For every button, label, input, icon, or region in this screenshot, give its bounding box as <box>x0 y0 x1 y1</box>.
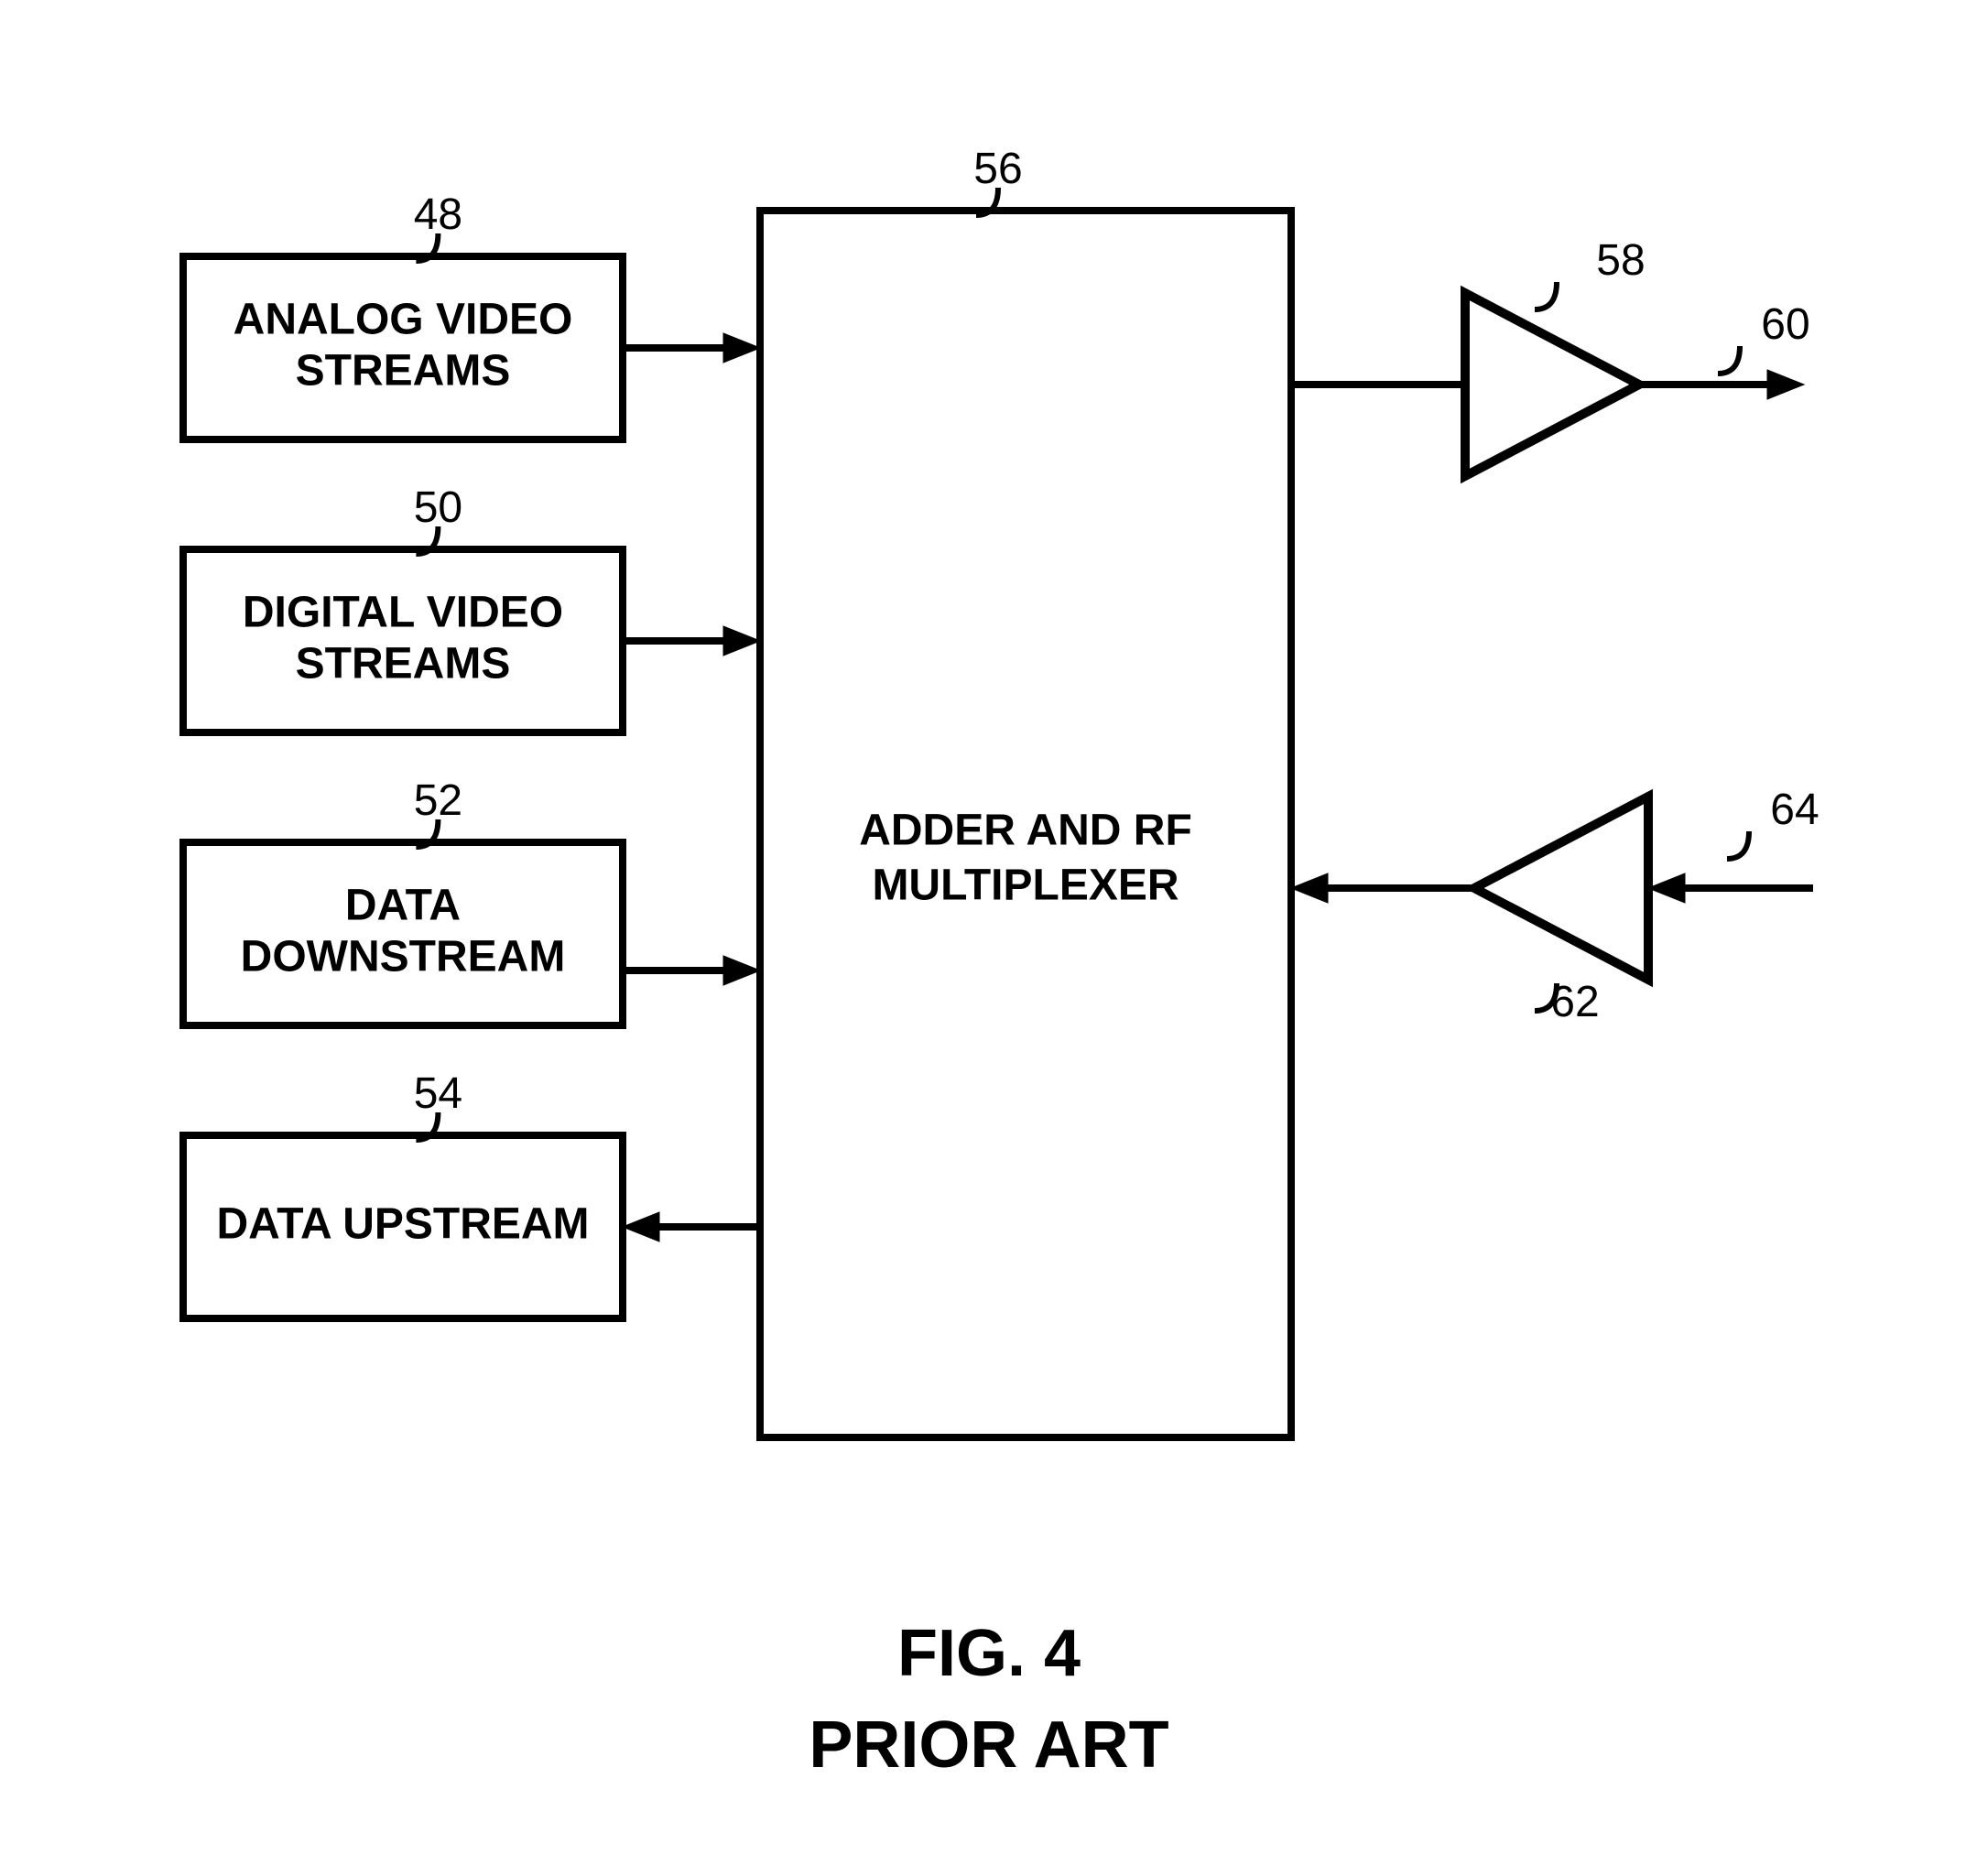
ref-52: 52 <box>414 776 462 825</box>
block-up-label: DATA UPSTREAM <box>216 1200 589 1249</box>
block-analog-label: STREAMS <box>296 347 511 396</box>
figure-number: FIG. 4 <box>897 1617 1081 1690</box>
ref-50: 50 <box>414 483 462 532</box>
mux-label: MULTIPLEXER <box>872 862 1179 910</box>
block-digital-label: STREAMS <box>296 640 511 689</box>
block-down-label: DOWNSTREAM <box>241 933 566 981</box>
ref-54: 54 <box>414 1069 462 1118</box>
block-digital-label: DIGITAL VIDEO <box>243 589 563 637</box>
block-down-label: DATA <box>345 882 461 930</box>
mux-label: ADDER AND RF <box>859 807 1192 855</box>
ref-58: 58 <box>1596 236 1645 285</box>
amplifier-in-icon <box>1474 797 1648 980</box>
ref-48: 48 <box>414 190 462 239</box>
ref-64: 64 <box>1770 786 1819 834</box>
ref-60: 60 <box>1761 300 1809 349</box>
amplifier-out-icon <box>1465 293 1639 476</box>
block-analog-label: ANALOG VIDEO <box>234 296 573 344</box>
figure-subtitle: PRIOR ART <box>809 1708 1168 1782</box>
ref-56: 56 <box>973 145 1022 193</box>
